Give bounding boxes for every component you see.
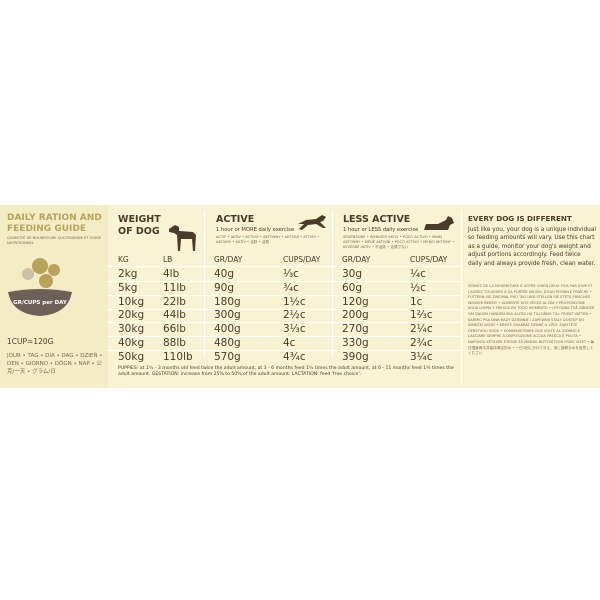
row-line [108,322,461,324]
active-title: ACTIVE [216,214,255,225]
table-cell: 1c [410,295,423,308]
table-cell: 2½c [283,309,306,322]
table-cell: 330g [342,337,369,349]
table-cell: ¼c [410,268,426,280]
bowl-icon [8,258,72,316]
divider [204,210,205,358]
active-translations: ACTIF • AKTIV • ACTIVO • AKTYWNY • AKTIV… [216,235,320,244]
footnote: PUPPIES: at 1½ - 3 months old feed twice… [118,366,454,377]
table-cell: 66lb [163,323,186,336]
table-cell: 2¾c [410,337,433,349]
less-active-translations: SÉDENTAIRE • WENIGER AKTIV • POCO ACTIVO… [343,235,455,249]
running-dog-icon [298,215,326,230]
table-cell: 3¼c [410,350,433,363]
row-line [108,308,461,310]
less-active-note: 1 hour or LESS daily exercise [343,227,419,233]
table-cell: 480g [214,337,241,349]
table-cell: ⅓c [283,268,299,280]
table-cell: 390g [342,350,369,363]
table-cell: 120g [342,295,369,308]
table-cell: 44lb [163,309,186,322]
table-cell: 60g [342,281,363,294]
table-cell: 5kg [118,281,138,294]
table-cell: 180g [214,295,241,308]
cup-note: 1CUP=120G [7,337,54,346]
info-translations: SERVEZ DE LA NOURRITURE À VOTRE CHIEN DE… [468,284,595,356]
table-cell: 400g [214,323,241,336]
column-header: LB [163,255,173,264]
table-cell: 110lb [163,350,193,363]
table-cell: 30kg [118,323,145,336]
table-cell: 90g [214,281,235,294]
row-line [108,281,461,282]
row-line [108,266,461,267]
column-header: GR/DAY [214,255,243,264]
table-cell: 3⅓c [283,323,306,336]
resting-dog-icon [424,216,454,230]
table-cell: 40kg [118,337,145,349]
table-cell: 2¼c [410,323,433,336]
table-cell: 1½c [283,295,306,308]
info-text: Just like you, your dog is a unique indi… [468,227,596,267]
table-cell: 2kg [118,268,138,280]
icon-label: GR/CUPS per DAY [13,300,67,306]
table-cell: 4c [283,337,296,349]
guide-title: DAILY RATION AND FEEDING GUIDE [7,213,102,234]
table-cell: 88lb [163,337,186,349]
table-cell: 1⅔c [410,309,433,322]
row-line [108,350,461,351]
table-cell: ½c [410,281,426,294]
table-cell: 11lb [163,281,186,294]
table-cell: 4lb [163,268,180,280]
table-cell: 40g [214,268,235,280]
active-note: 1 hour or MORE daily exercise [216,227,295,233]
column-header: CUPS/DAY [283,255,321,264]
table-cell: 22lb [163,295,186,308]
column-header: CUPS/DAY [410,255,448,264]
column-header: GR/DAY [342,255,371,264]
divider [461,210,462,386]
table-cell: ¾c [283,281,299,294]
table-cell: 570g [214,350,241,363]
info-title: EVERY DOG IS DIFFERENT [468,214,572,223]
row-line [108,336,461,338]
table-cell: 300g [214,309,241,322]
table-cell: 20kg [118,309,145,322]
languages: JOUR • TAG • DÍA • DAG • DZIEŃ • DEN • G… [7,353,103,375]
row-line [108,294,461,296]
table-cell: 50kg [118,350,145,363]
guide-subtitle: QUANTITÉ DE NOURRITURE QUOTIDIENNE ET GU… [7,236,102,245]
dog-icon [169,225,196,251]
weight-title: WEIGHT OF DOG [118,214,161,237]
table-cell: 4¾c [283,350,306,363]
table-cell: 10kg [118,295,145,308]
column-header: KG [118,255,129,264]
divider [332,210,333,358]
table-cell: 270g [342,323,369,336]
table-cell: 200g [342,309,369,322]
table-cell: 30g [342,268,363,280]
less-active-title: LESS ACTIVE [343,214,411,225]
